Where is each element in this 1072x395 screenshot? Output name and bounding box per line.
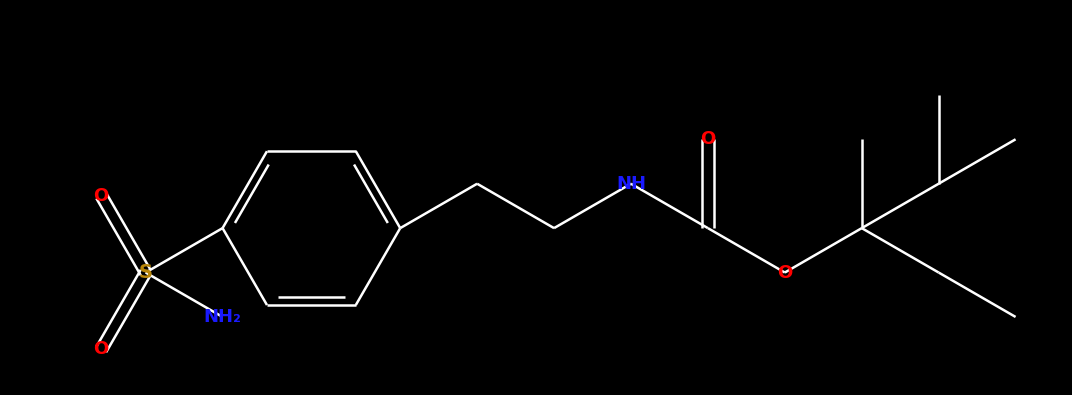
Text: O: O	[93, 340, 109, 359]
Text: NH: NH	[616, 175, 646, 193]
Text: O: O	[777, 263, 792, 282]
Text: O: O	[700, 130, 715, 148]
Text: S: S	[138, 263, 152, 282]
Text: NH₂: NH₂	[204, 308, 241, 326]
Text: O: O	[93, 186, 109, 205]
